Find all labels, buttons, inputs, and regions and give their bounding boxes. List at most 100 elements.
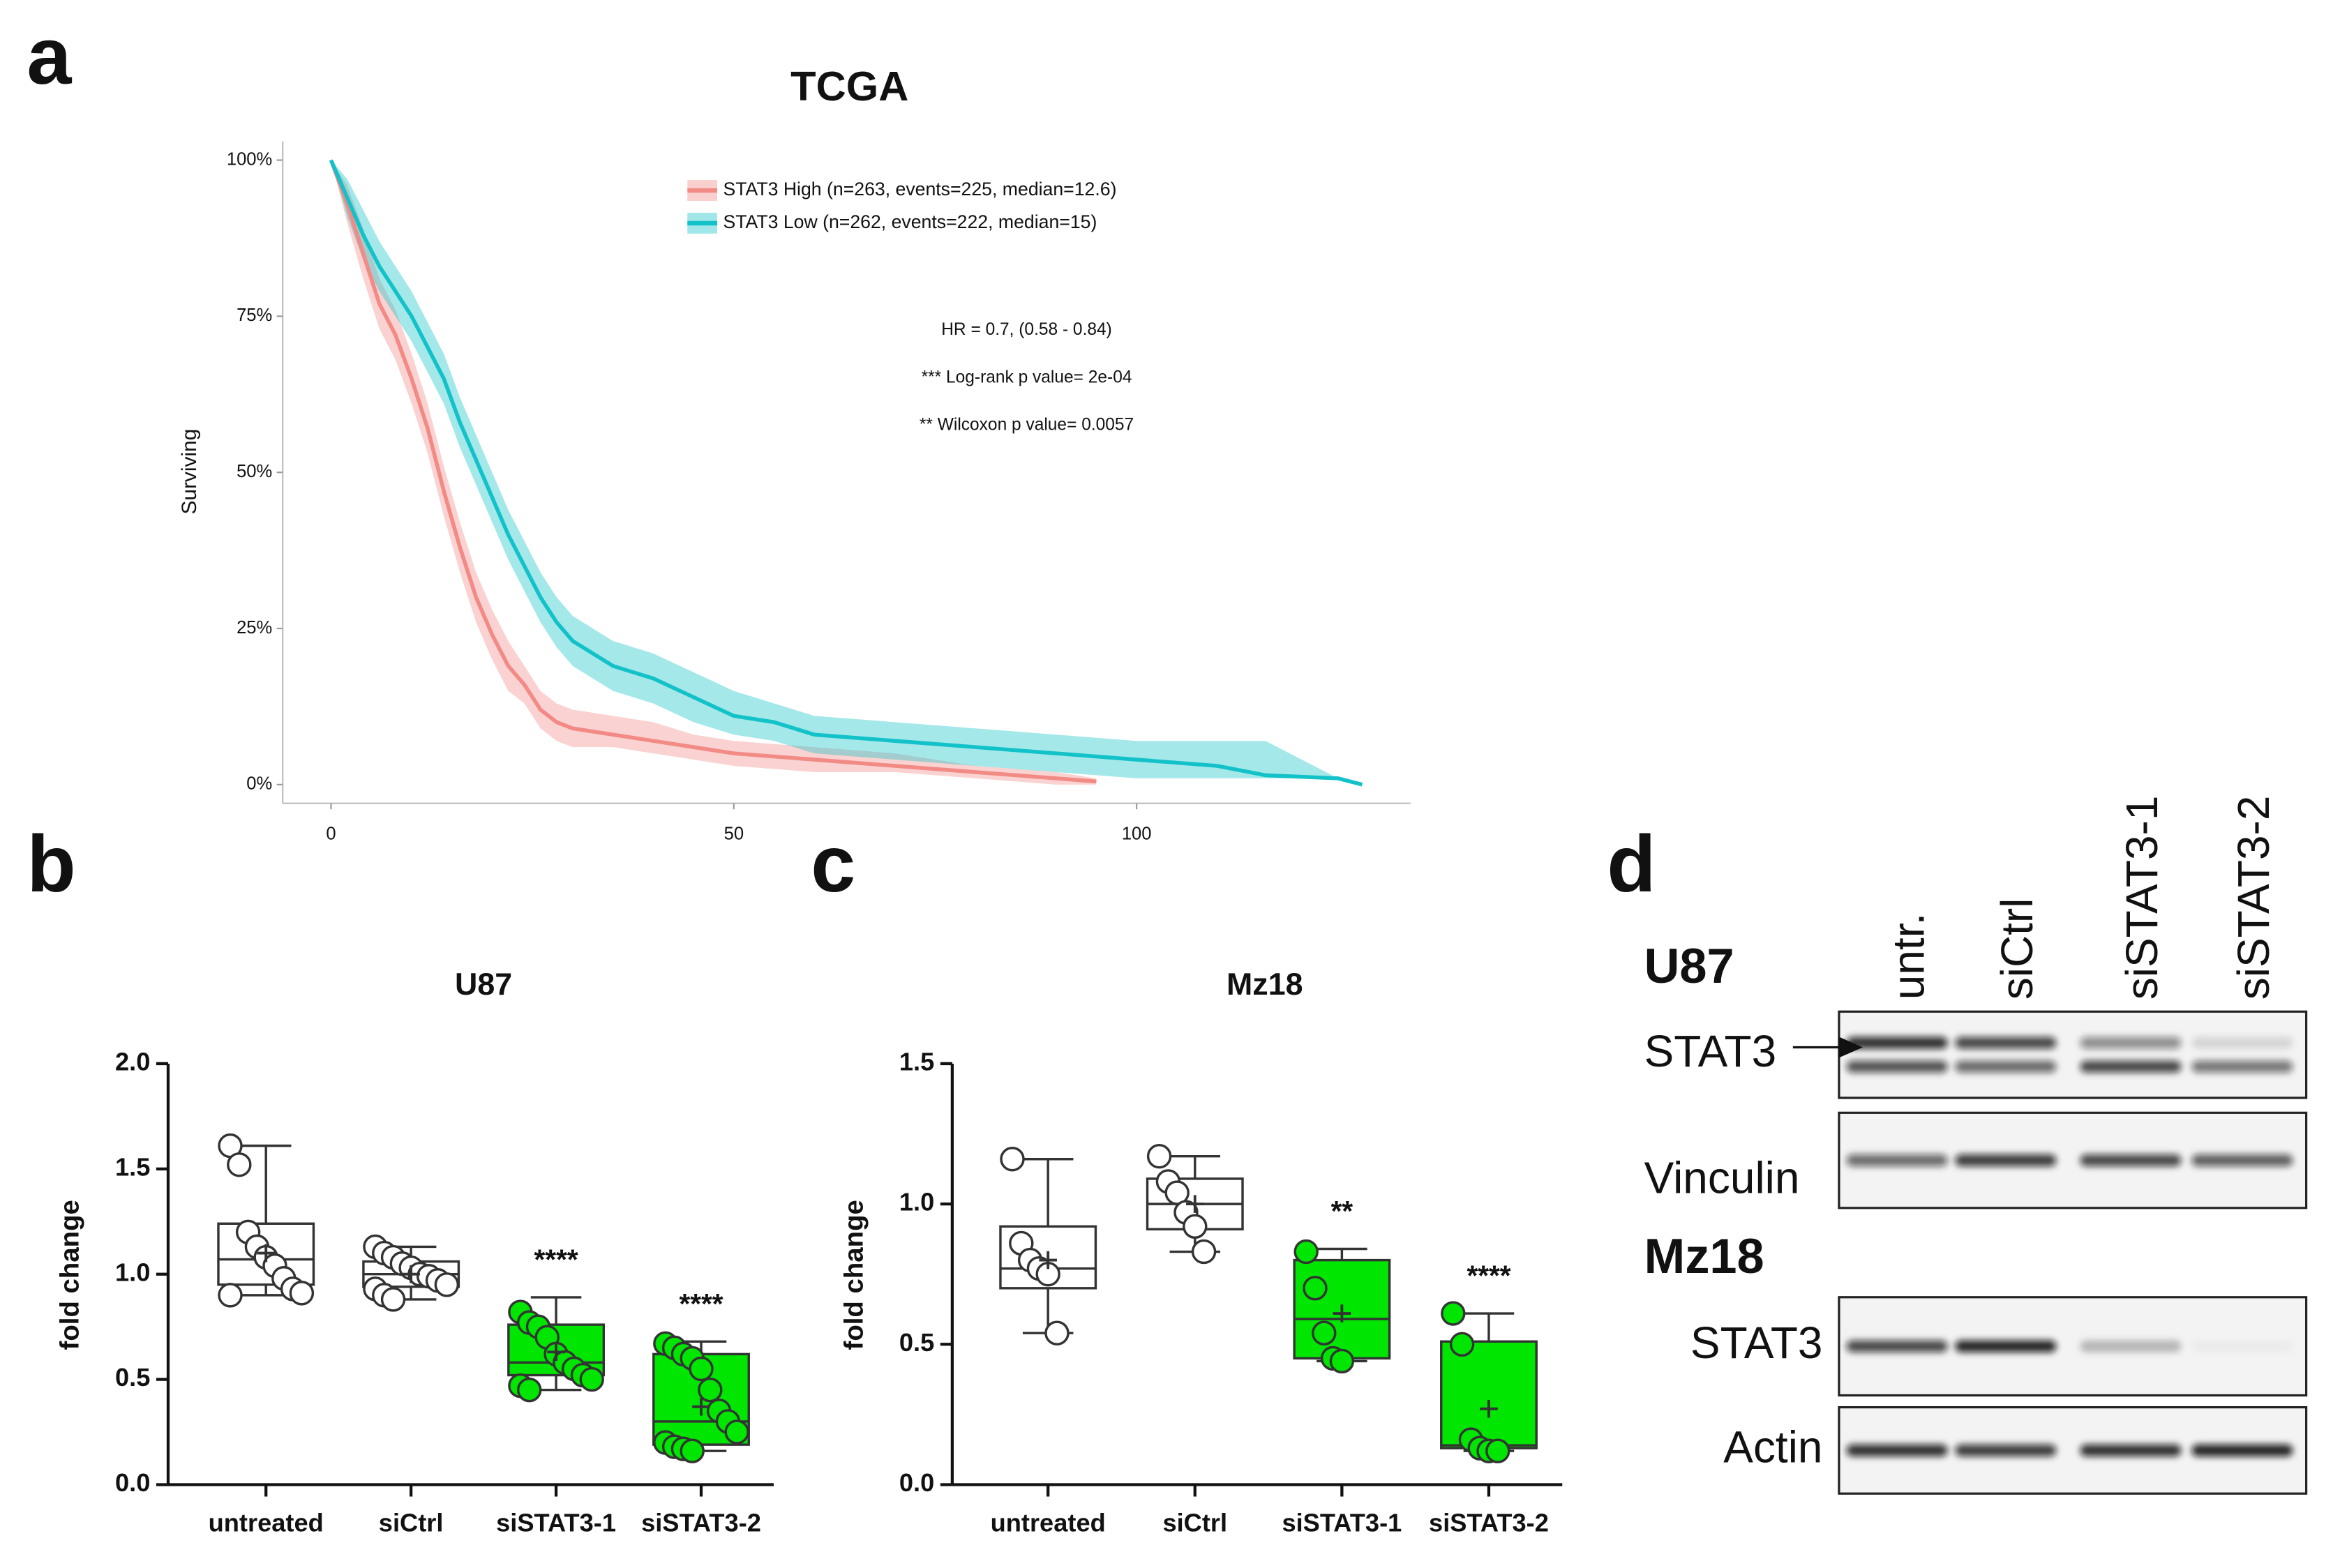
blot-band bbox=[2191, 1444, 2293, 1456]
data-point bbox=[1191, 1239, 1217, 1265]
y-tick-label: 50% bbox=[237, 462, 272, 481]
confidence-band bbox=[331, 160, 1363, 785]
lane-label: siCtrl bbox=[1992, 898, 2042, 1000]
mean-marker bbox=[1333, 1304, 1351, 1322]
panel-letter: b bbox=[27, 820, 75, 909]
blot-frame bbox=[1838, 1010, 2308, 1099]
blot-band bbox=[2080, 1444, 2182, 1456]
arrow-head bbox=[1838, 1036, 1863, 1058]
blot-band bbox=[2191, 1154, 2293, 1167]
annotation: HR = 0.7, (0.58 - 0.84) bbox=[941, 320, 1112, 339]
data-point bbox=[289, 1281, 315, 1306]
y-axis-label: Surviving bbox=[178, 429, 201, 515]
blot-band bbox=[2191, 1060, 2293, 1073]
data-point bbox=[380, 1287, 406, 1312]
x-tick-label: 50 bbox=[724, 824, 744, 843]
chart-title: U87 bbox=[455, 967, 512, 1002]
blot-band bbox=[1846, 1154, 1948, 1167]
y-axis-label: fold change bbox=[55, 1200, 85, 1350]
data-point bbox=[579, 1366, 604, 1392]
y-tick-label: 2.0 bbox=[115, 1048, 150, 1076]
blot-band bbox=[1955, 1444, 2057, 1456]
annotation: ** Wilcoxon p value= 0.0057 bbox=[920, 416, 1134, 435]
legend-label: STAT3 Low (n=262, events=222, median=15) bbox=[723, 211, 1097, 232]
lane-label: untr. bbox=[1883, 913, 1933, 1000]
panel-letter: c bbox=[811, 820, 855, 909]
blot-band bbox=[1955, 1036, 2057, 1049]
y-tick-label: 25% bbox=[237, 618, 272, 638]
chart-title: Mz18 bbox=[1226, 967, 1303, 1002]
blot-band bbox=[1846, 1060, 1948, 1073]
mean-marker bbox=[1480, 1400, 1498, 1418]
blot-band bbox=[1846, 1036, 1948, 1049]
data-point bbox=[1329, 1348, 1355, 1374]
mean-marker bbox=[1185, 1195, 1204, 1213]
survival-line bbox=[329, 159, 1097, 784]
data-point bbox=[680, 1438, 705, 1463]
cell-line-label: Mz18 bbox=[1644, 1228, 1764, 1283]
x-tick-label: untreated bbox=[991, 1509, 1106, 1537]
blot-band bbox=[1955, 1340, 2057, 1352]
lane-label: siSTAT3-2 bbox=[2228, 796, 2279, 1000]
y-tick-label: 1.5 bbox=[899, 1048, 934, 1076]
y-axis-label: fold change bbox=[839, 1200, 869, 1350]
box bbox=[1440, 1340, 1538, 1449]
blot-band bbox=[2080, 1060, 2182, 1073]
data-point bbox=[1000, 1147, 1025, 1172]
blot-band bbox=[1955, 1154, 2057, 1167]
significance-label: ** bbox=[1331, 1195, 1353, 1227]
y-tick-label: 0% bbox=[246, 774, 272, 794]
data-point bbox=[689, 1356, 714, 1382]
x-tick-label: untreated bbox=[209, 1509, 324, 1537]
x-tick-label: siCtrl bbox=[1162, 1509, 1227, 1537]
survival-line bbox=[329, 159, 1363, 787]
data-point bbox=[1146, 1144, 1172, 1169]
blot-band bbox=[1846, 1444, 1948, 1456]
mean-marker bbox=[547, 1343, 565, 1362]
data-point bbox=[1293, 1239, 1319, 1265]
row-label: Vinculin bbox=[1644, 1152, 1800, 1203]
x-tick-label: siSTAT3-2 bbox=[641, 1509, 761, 1537]
mean-marker bbox=[402, 1265, 420, 1283]
data-point bbox=[227, 1152, 252, 1177]
chart-title: TCGA bbox=[790, 63, 908, 110]
x-tick-label: siSTAT3-1 bbox=[1282, 1509, 1402, 1537]
annotation: *** Log-rank p value= 2e-04 bbox=[922, 368, 1132, 386]
data-point bbox=[1485, 1438, 1510, 1463]
data-point bbox=[1449, 1332, 1475, 1357]
y-tick-label: 100% bbox=[227, 149, 272, 169]
data-point bbox=[698, 1377, 723, 1403]
data-point bbox=[724, 1419, 749, 1445]
data-point bbox=[434, 1272, 460, 1297]
blot-band bbox=[2191, 1036, 2293, 1049]
y-tick-label: 1.0 bbox=[115, 1258, 150, 1286]
blot-band bbox=[2080, 1340, 2182, 1352]
row-label: Actin bbox=[1723, 1422, 1822, 1472]
x-tick-label: siSTAT3-1 bbox=[496, 1509, 616, 1537]
y-tick-label: 0.0 bbox=[899, 1468, 934, 1497]
x-tick-label: siCtrl bbox=[379, 1509, 444, 1537]
y-tick-label: 75% bbox=[237, 306, 272, 325]
blot-band bbox=[1846, 1340, 1948, 1352]
data-point bbox=[1044, 1320, 1070, 1345]
x-tick-label: siSTAT3-2 bbox=[1429, 1509, 1549, 1537]
legend-label: STAT3 High (n=263, events=225, median=12… bbox=[723, 179, 1116, 199]
blot-band bbox=[1955, 1060, 2057, 1073]
cell-line-label: U87 bbox=[1644, 938, 1734, 993]
blot-band bbox=[2080, 1154, 2182, 1167]
data-point bbox=[218, 1283, 243, 1308]
data-point bbox=[1312, 1320, 1337, 1345]
significance-label: **** bbox=[1466, 1260, 1510, 1292]
y-tick-label: 0.5 bbox=[115, 1363, 150, 1392]
y-tick-label: 0.0 bbox=[115, 1468, 150, 1497]
data-point bbox=[1441, 1301, 1466, 1326]
panel-letter: d bbox=[1607, 820, 1656, 909]
mean-marker bbox=[1039, 1251, 1057, 1269]
y-tick-label: 1.0 bbox=[899, 1188, 934, 1216]
blot-band bbox=[2191, 1341, 2293, 1352]
mean-marker bbox=[257, 1244, 276, 1262]
blot-band bbox=[2080, 1036, 2182, 1049]
lane-label: siSTAT3-1 bbox=[2117, 796, 2167, 1000]
